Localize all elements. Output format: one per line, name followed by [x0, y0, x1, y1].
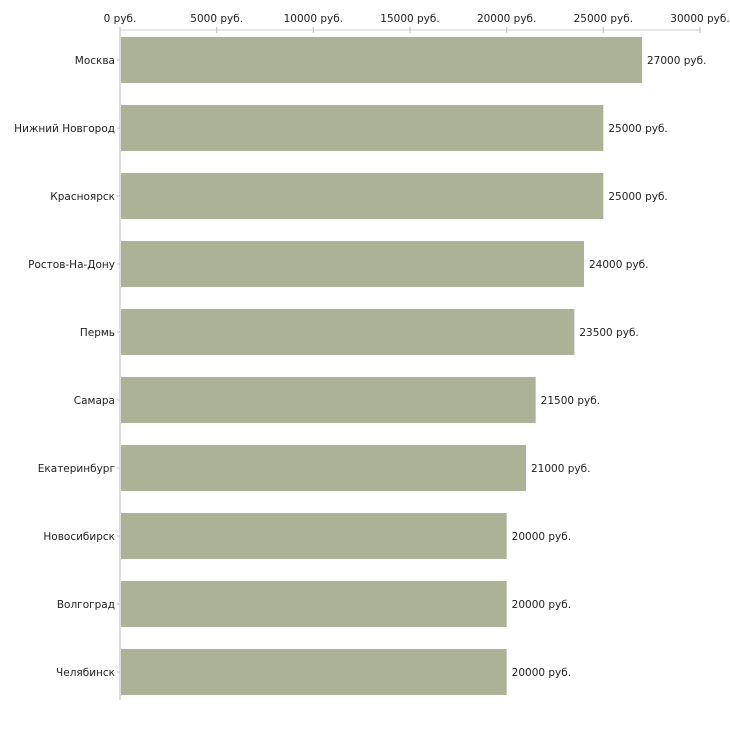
category-label: Новосибирск	[43, 531, 115, 543]
value-label: 25000 руб.	[608, 123, 667, 135]
x-tick-label: 10000 руб.	[284, 13, 343, 25]
category-label: Москва	[75, 55, 115, 67]
x-tick-label: 20000 руб.	[477, 13, 536, 25]
x-tick-label: 15000 руб.	[380, 13, 439, 25]
category-label: Ростов-На-Дону	[28, 259, 115, 271]
value-label: 21000 руб.	[531, 463, 590, 475]
value-label: 20000 руб.	[512, 667, 571, 679]
category-label: Екатеринбург	[38, 463, 115, 475]
value-label: 24000 руб.	[589, 259, 648, 271]
category-label: Волгоград	[57, 599, 115, 611]
bar	[121, 105, 604, 151]
x-tick-label: 0 руб.	[104, 13, 137, 25]
bar	[121, 377, 536, 423]
bar	[121, 445, 526, 491]
value-label: 23500 руб.	[579, 327, 638, 339]
bar	[121, 649, 507, 695]
category-label: Челябинск	[56, 667, 115, 679]
value-label: 20000 руб.	[512, 531, 571, 543]
category-label: Пермь	[80, 327, 115, 339]
category-label: Красноярск	[50, 191, 115, 203]
bar	[121, 513, 507, 559]
x-tick-label: 5000 руб.	[190, 13, 243, 25]
value-label: 20000 руб.	[512, 599, 571, 611]
category-label: Нижний Новгород	[14, 123, 115, 135]
value-label: 25000 руб.	[608, 191, 667, 203]
category-label: Самара	[74, 395, 115, 407]
x-tick-label: 30000 руб.	[670, 13, 729, 25]
bar	[121, 173, 604, 219]
bar	[121, 37, 642, 83]
bar	[121, 581, 507, 627]
bar	[121, 309, 575, 355]
x-tick-label: 25000 руб.	[574, 13, 633, 25]
bar	[121, 241, 584, 287]
value-label: 21500 руб.	[541, 395, 600, 407]
value-label: 27000 руб.	[647, 55, 706, 67]
